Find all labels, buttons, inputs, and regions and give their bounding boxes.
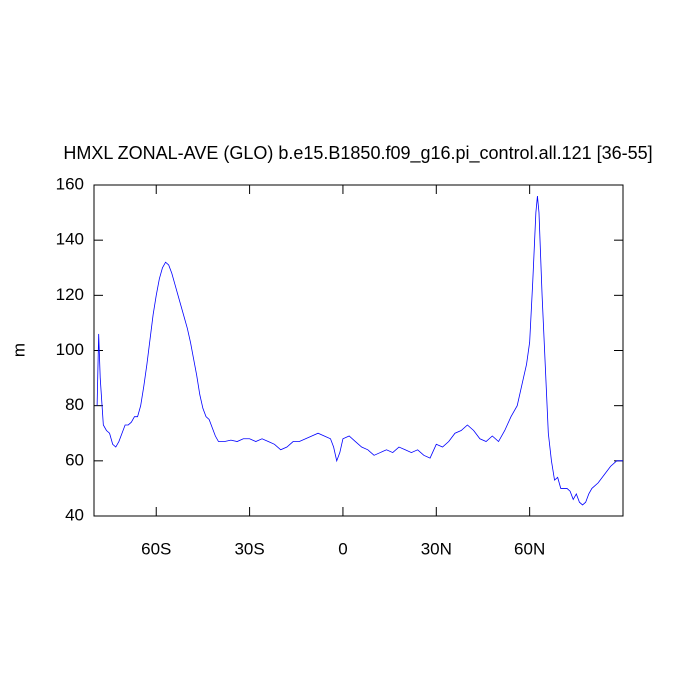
x-tick-label: 60N bbox=[514, 539, 545, 558]
chart-title: HMXL ZONAL-AVE (GLO) b.e15.B1850.f09_g16… bbox=[63, 143, 652, 164]
x-tick-label: 0 bbox=[338, 539, 347, 558]
x-tick-label: 30N bbox=[421, 539, 452, 558]
data-line bbox=[96, 195, 623, 506]
x-tick-label: 30S bbox=[234, 539, 264, 558]
y-tick-label: 100 bbox=[56, 340, 84, 359]
y-tick-label: 160 bbox=[56, 174, 84, 193]
y-tick-label: 140 bbox=[56, 230, 84, 249]
y-tick-label: 120 bbox=[56, 285, 84, 304]
y-tick-label: 80 bbox=[65, 395, 84, 414]
y-axis-label: m bbox=[9, 343, 28, 357]
y-tick-label: 40 bbox=[65, 505, 84, 524]
y-tick-label: 60 bbox=[65, 450, 84, 469]
x-tick-label: 60S bbox=[141, 539, 171, 558]
